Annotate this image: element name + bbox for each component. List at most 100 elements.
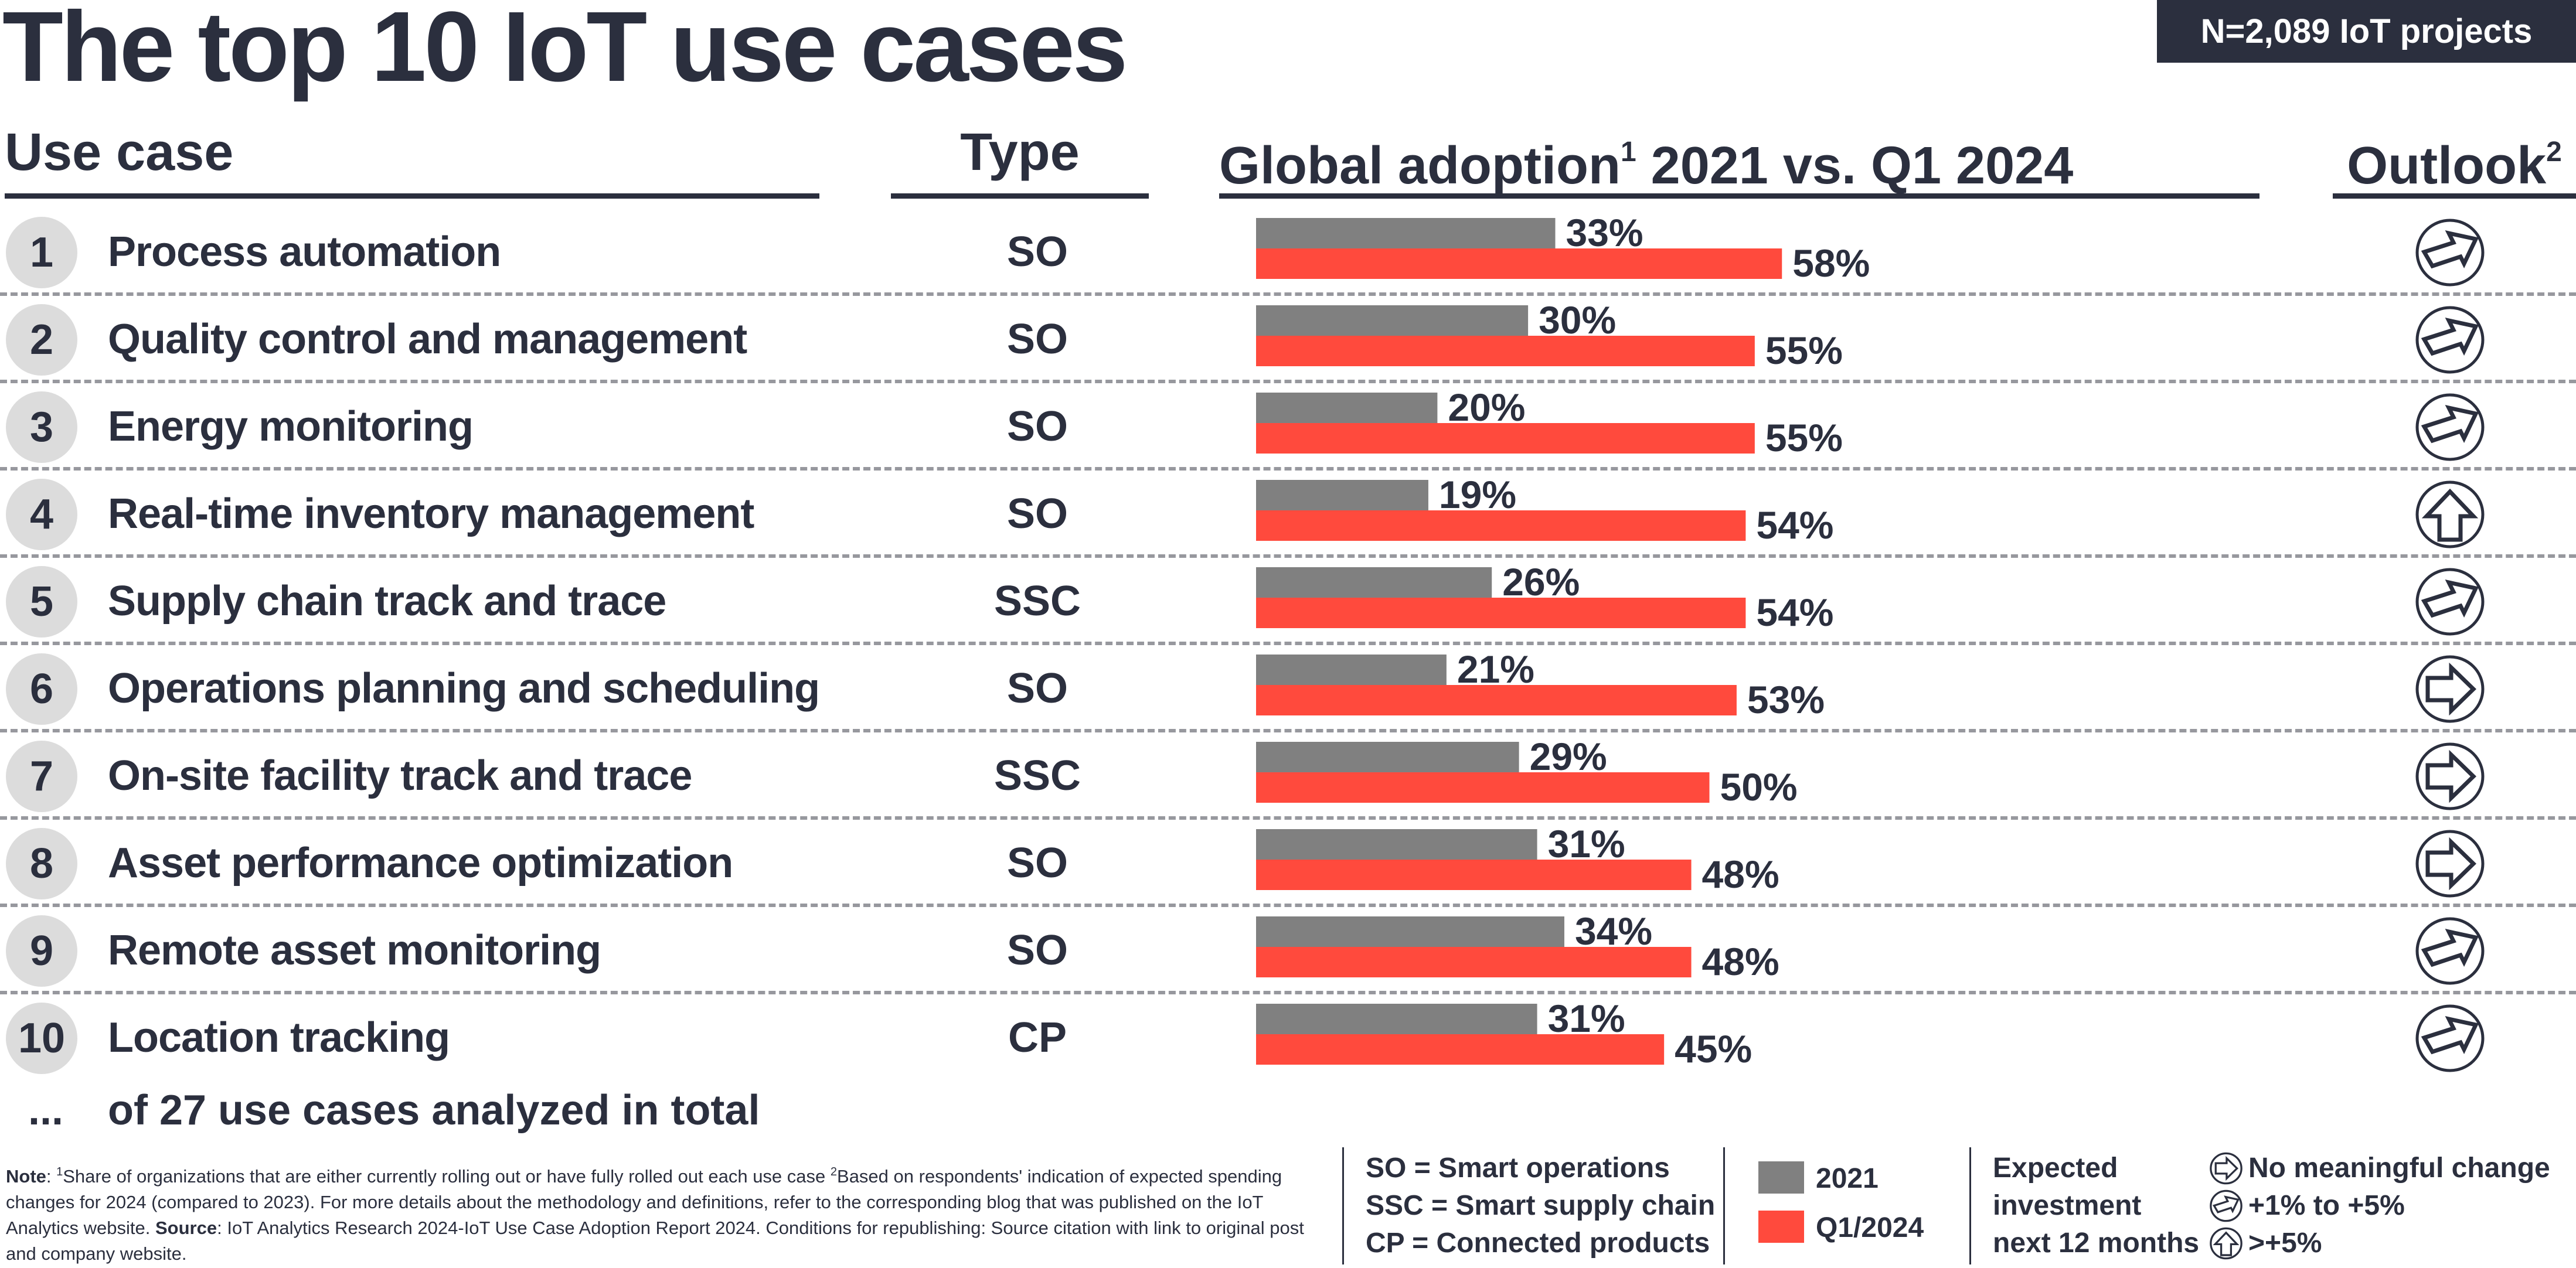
legend-outlook-label: No meaningful change (2248, 1153, 2550, 1184)
use-case-type: SSC (993, 752, 1081, 799)
bar-q1-2024 (1256, 860, 1692, 890)
table-row: 2 Quality control and management SO (0, 296, 2576, 383)
bar-q1-2024 (1256, 947, 1692, 977)
bar-label-2021: 34% (1575, 909, 1652, 953)
bar-q1-2024 (1256, 772, 1710, 803)
use-case-name: Location tracking (108, 1014, 450, 1061)
rank-badge: 6 (6, 653, 77, 725)
use-case-type: SO (1006, 403, 1068, 450)
legend-divider (1969, 1147, 1971, 1264)
use-case-type: SO (1006, 665, 1068, 712)
note-text-2: Based on respondents' indication of expe… (6, 1166, 1282, 1238)
use-case-name: Asset performance optimization (108, 840, 733, 887)
arrow-up-right-icon (2415, 1004, 2485, 1072)
use-case-name: Quality control and management (108, 316, 747, 363)
use-case-name: Operations planning and scheduling (108, 665, 820, 712)
table-row: 10 Location tracking CP (0, 994, 2576, 1082)
bar-label-2021: 31% (1548, 997, 1625, 1040)
bar-2021 (1256, 393, 1438, 423)
note-text-1: Share of organizations that are either c… (63, 1166, 831, 1187)
bar-label-2021: 30% (1539, 298, 1616, 342)
use-case-type: SSC (993, 578, 1081, 625)
bar-2021 (1256, 1004, 1537, 1034)
column-header-adoption: Global adoption1 2021 vs. Q1 2024 (1219, 120, 2259, 199)
arrow-right-icon (2415, 742, 2485, 810)
use-case-name: Process automation (108, 229, 501, 275)
sample-size-badge: N=2,089 IoT projects (2157, 0, 2576, 63)
bar-q1-2024 (1256, 510, 1746, 541)
bar-label-q1-2024: 55% (1765, 329, 1843, 372)
column-header-adoption-label: Global adoption (1219, 137, 1621, 195)
legend-arrow-right-icon (2210, 1152, 2242, 1185)
legend-label-q1-2024: Q1/2024 (1816, 1212, 1924, 1243)
rank-badge: 2 (6, 304, 77, 376)
bar-2021 (1256, 742, 1519, 772)
rank-badge: 1 (6, 217, 77, 288)
bar-label-2021: 26% (1502, 560, 1580, 604)
note-label: Note (6, 1166, 46, 1187)
bar-label-q1-2024: 45% (1675, 1027, 1752, 1071)
use-case-type: CP (1008, 1014, 1067, 1061)
bar-label-2021: 29% (1530, 735, 1607, 778)
footnote-marker-1: 1 (1620, 137, 1636, 168)
legend-divider (1342, 1147, 1344, 1264)
bar-label-2021: 20% (1448, 386, 1525, 429)
footnote: Note: 1Share of organizations that are e… (6, 1165, 1304, 1264)
arrow-right-icon (2415, 655, 2485, 723)
bar-2021 (1256, 567, 1492, 598)
bar-2021 (1256, 829, 1537, 860)
bar-label-q1-2024: 54% (1756, 503, 1833, 547)
legend-swatch-2021 (1758, 1161, 1804, 1194)
table-row: 3 Energy monitoring SO (0, 383, 2576, 471)
bar-label-q1-2024: 48% (1702, 940, 1779, 983)
column-header-use-case: Use case (5, 120, 819, 199)
rank-badge: 9 (6, 915, 77, 987)
use-case-name: On-site facility track and trace (108, 752, 692, 799)
use-case-name: Energy monitoring (108, 403, 474, 450)
legend-swatch-q1-2024 (1758, 1211, 1804, 1243)
arrow-up-right-icon (2415, 568, 2485, 636)
row-divider (0, 467, 2576, 471)
arrow-up-icon (2415, 480, 2485, 548)
column-header-use-case-label: Use case (5, 123, 234, 182)
bar-label-q1-2024: 54% (1756, 591, 1833, 634)
source-label: Source (155, 1218, 217, 1238)
row-divider (0, 292, 2576, 296)
page-title: The top 10 IoT use cases (2, 0, 1128, 103)
row-divider (0, 816, 2576, 820)
bar-label-q1-2024: 48% (1702, 853, 1779, 896)
use-case-type: SO (1006, 490, 1068, 537)
bar-label-2021: 33% (1566, 211, 1643, 254)
column-header-adoption-period: 2021 vs. Q1 2024 (1636, 137, 2074, 195)
arrow-up-right-icon (2415, 393, 2485, 461)
legend-outlook-label: >+5% (2248, 1228, 2322, 1259)
table-row: 1 Process automation SO (0, 209, 2576, 296)
row-divider (0, 642, 2576, 645)
use-case-type: SO (1006, 840, 1068, 887)
bar-label-q1-2024: 53% (1747, 678, 1825, 721)
bar-2021 (1256, 305, 1529, 336)
more-use-cases-text: of 27 use cases analyzed in total (108, 1087, 760, 1134)
bar-label-q1-2024: 50% (1720, 765, 1798, 809)
table-row: 6 Operations planning and scheduling SO (0, 645, 2576, 732)
rank-badge: 5 (6, 566, 77, 638)
arrow-up-right-icon (2415, 306, 2485, 374)
arrow-up-right-icon (2415, 219, 2485, 287)
bar-q1-2024 (1256, 598, 1746, 628)
legend-arrow-up-right-icon (2210, 1189, 2242, 1222)
arrow-right-icon (2415, 830, 2485, 898)
source-text: : IoT Analytics Research 2024-IoT Use Ca… (6, 1218, 1304, 1264)
row-divider (0, 991, 2576, 994)
use-case-name: Real-time inventory management (108, 490, 754, 537)
bar-2021 (1256, 480, 1428, 510)
bar-2021 (1256, 916, 1564, 947)
legend-investment-line-2: investment (1993, 1190, 2142, 1221)
bar-label-2021: 21% (1457, 647, 1534, 691)
table-row: 7 On-site facility track and trace SSC (0, 732, 2576, 820)
legend-type-cp: CP = Connected products (1366, 1228, 1710, 1259)
rank-badge: 7 (6, 741, 77, 812)
column-header-outlook-label: Outlook (2347, 137, 2547, 195)
legend-type-so: SO = Smart operations (1366, 1153, 1670, 1184)
legend-divider (1723, 1147, 1725, 1264)
bar-q1-2024 (1256, 685, 1737, 715)
